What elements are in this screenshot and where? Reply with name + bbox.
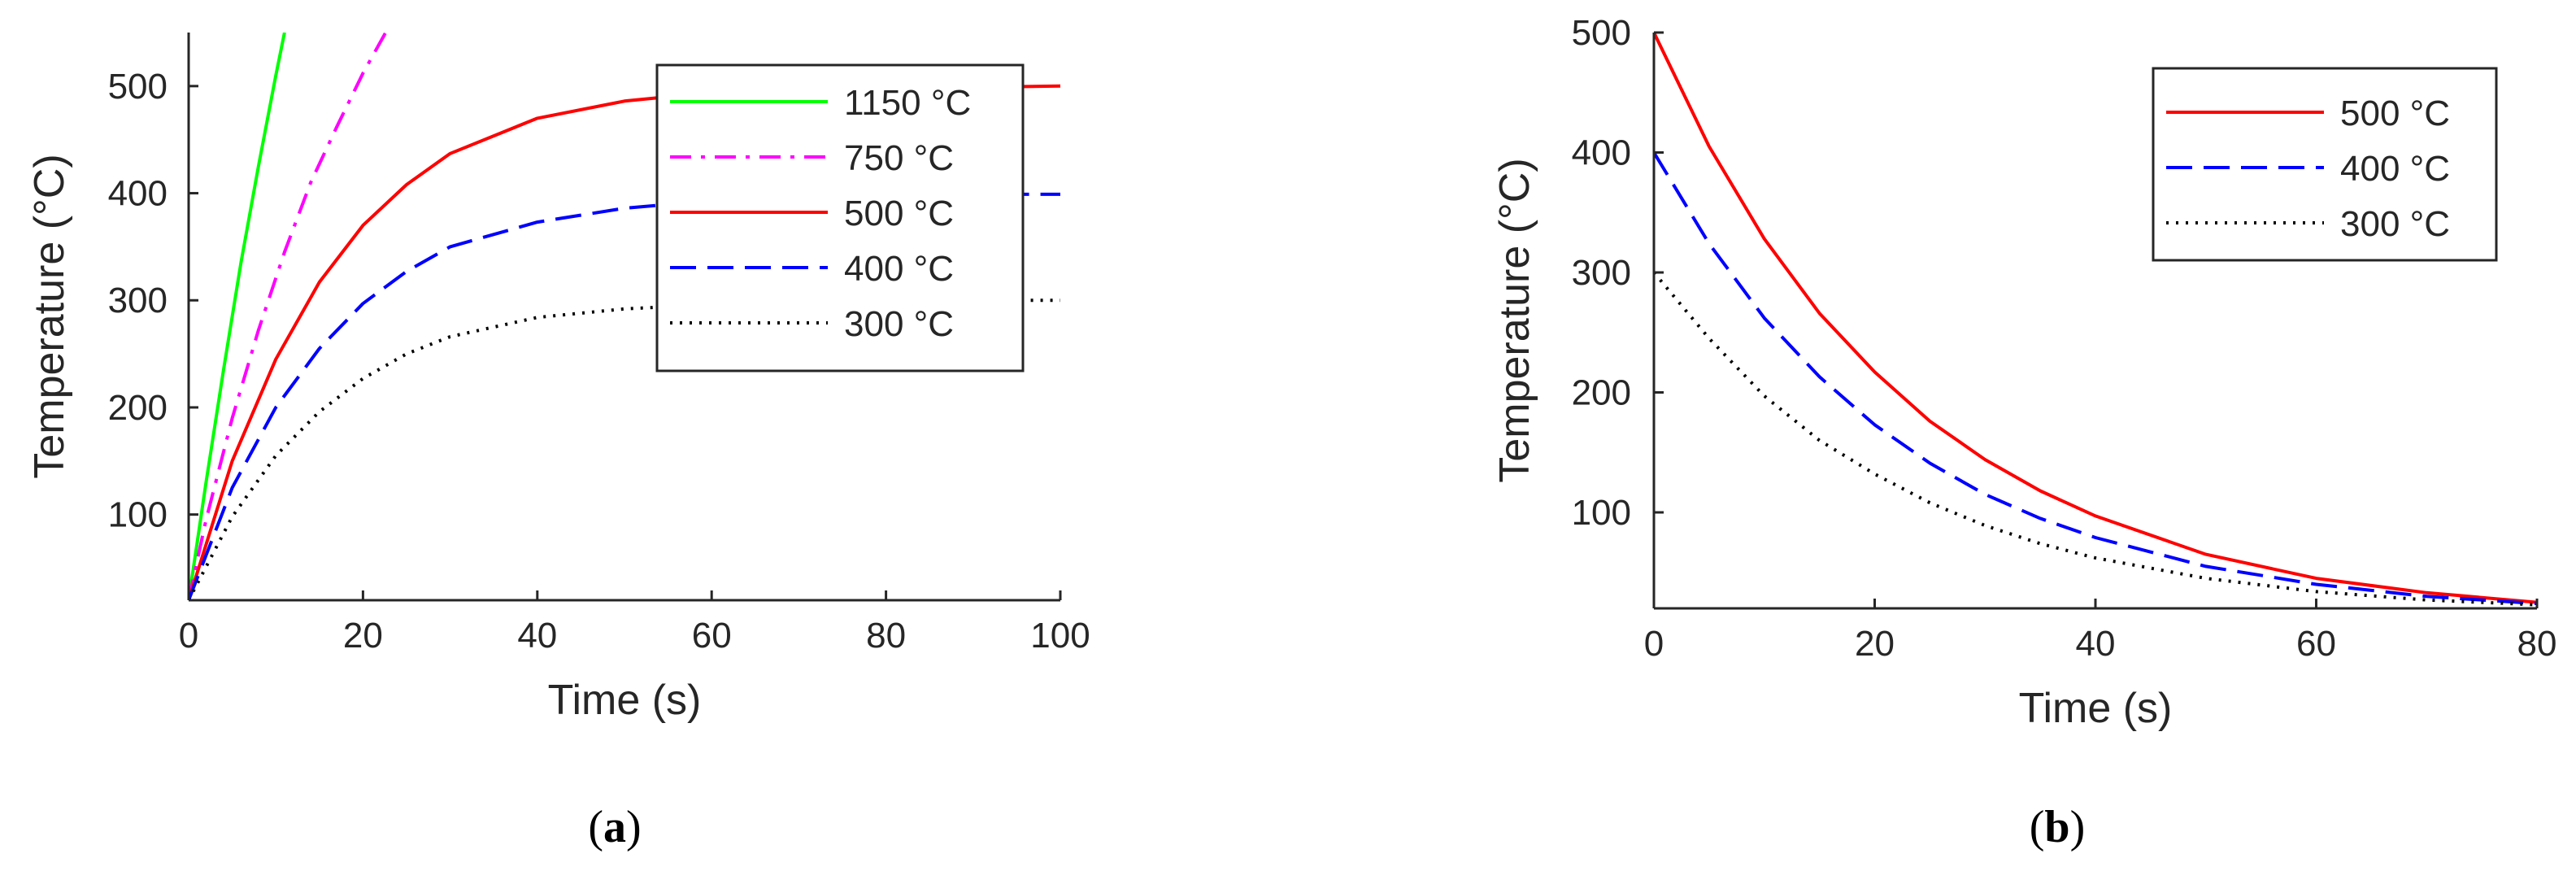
x-tick-label: 60 xyxy=(2296,624,2336,664)
legend-label: 750 °C xyxy=(844,138,954,178)
chart-b: 0 20 40 60 80 100 200 300 400 500 Time (s) Temperat… xyxy=(1491,13,2556,732)
caption-b: (b) xyxy=(2029,802,2086,852)
legend: 500 °C 400 °C 300 °C xyxy=(2152,67,2498,262)
y-tick-label: 300 xyxy=(108,281,168,320)
series-line-300c xyxy=(1654,271,2537,607)
y-tick-label: 100 xyxy=(1572,493,1631,533)
legend-label: 500 °C xyxy=(2340,94,2450,133)
y-tick-label: 400 xyxy=(108,174,168,214)
x-tick-label: 80 xyxy=(866,616,906,656)
legend-label: 400 °C xyxy=(844,249,954,289)
y-axis-label: Temperature (°C) xyxy=(1491,158,1538,482)
y-tick-label: 500 xyxy=(1572,13,1631,53)
y-tick-label: 300 xyxy=(1572,253,1631,293)
x-tick-label: 100 xyxy=(1030,616,1090,656)
series-line-750c xyxy=(189,33,388,600)
x-tick-label: 20 xyxy=(343,616,383,656)
x-axis-label: Time (s) xyxy=(548,677,702,724)
series-line-500c xyxy=(1654,33,2537,604)
y-tick-label: 500 xyxy=(108,67,168,107)
x-tick-label: 80 xyxy=(2517,624,2557,664)
y-tick-label: 100 xyxy=(108,495,168,535)
series-line-400c xyxy=(1654,151,2537,606)
legend-label: 300 °C xyxy=(844,304,954,344)
y-tick-label: 200 xyxy=(108,388,168,428)
legend-label: 1150 °C xyxy=(844,83,971,123)
legend-box xyxy=(2152,67,2498,262)
legend-label: 500 °C xyxy=(844,194,954,233)
chart-a: 0 20 40 60 80 100 100 200 300 400 500 Time (s) Tempe… xyxy=(26,33,1090,724)
y-tick-label: 400 xyxy=(1572,133,1631,173)
series-group xyxy=(1654,33,2537,607)
legend: 1150 °C 750 °C 500 °C 400 °C 300 °C xyxy=(655,63,1025,372)
x-tick-label: 0 xyxy=(1644,624,1664,664)
x-tick-label: 40 xyxy=(2076,624,2116,664)
series-line-1150c xyxy=(189,33,286,600)
x-axis-label: Time (s) xyxy=(2019,685,2173,732)
legend-label: 400 °C xyxy=(2340,149,2450,189)
x-tick-label: 40 xyxy=(517,616,557,656)
y-tick-label: 200 xyxy=(1572,373,1631,413)
legend-label: 300 °C xyxy=(2340,204,2450,244)
x-tick-label: 20 xyxy=(1855,624,1895,664)
x-tick-label: 0 xyxy=(179,616,198,656)
legend-box xyxy=(655,63,1025,372)
caption-a-letter: a xyxy=(603,802,626,852)
caption-b-letter: b xyxy=(2044,802,2070,852)
caption-a: (a) xyxy=(588,802,642,852)
y-axis-label: Temperature (°C) xyxy=(26,154,73,478)
x-tick-label: 60 xyxy=(692,616,732,656)
